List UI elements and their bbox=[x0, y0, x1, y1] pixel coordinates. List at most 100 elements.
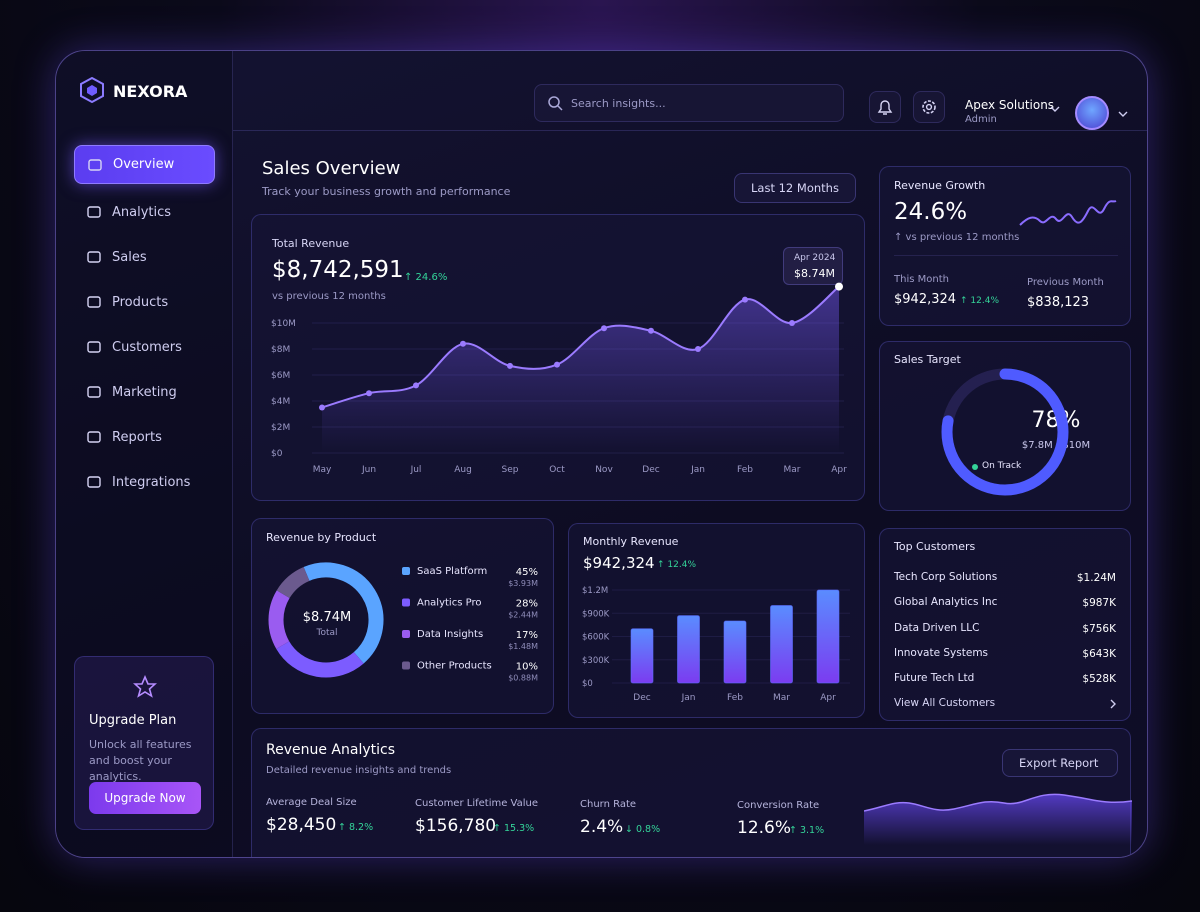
kpi-change: ↓ 0.8% bbox=[625, 824, 661, 835]
nav-icon bbox=[87, 476, 101, 488]
target-value: 78% bbox=[1031, 408, 1081, 433]
kpi-label: Customer Lifetime Value bbox=[415, 798, 539, 809]
pie-center-value: $8.74M bbox=[302, 610, 352, 625]
tooltip-label: Apr 2024 bbox=[794, 253, 836, 263]
user-chevron[interactable] bbox=[1048, 104, 1062, 114]
kpi-label: Average Deal Size bbox=[266, 797, 357, 808]
analytics-subtitle: Detailed revenue insights and trends bbox=[266, 765, 452, 776]
nav-item[interactable]: Marketing bbox=[74, 373, 215, 412]
kpi-label: Conversion Rate bbox=[737, 800, 820, 811]
nav-item[interactable]: Reports bbox=[74, 418, 215, 457]
upgrade-button[interactable]: Upgrade Now bbox=[89, 782, 201, 814]
nav-icon bbox=[87, 296, 101, 308]
product-card: Revenue by Product bbox=[251, 518, 554, 714]
nav-label: Reports bbox=[112, 430, 162, 445]
upgrade-title: Upgrade Plan bbox=[89, 713, 177, 728]
nav-label: Analytics bbox=[112, 205, 172, 220]
monthly-change: ↑ 12.4% bbox=[657, 560, 696, 570]
growth-comparison: ↑ vs previous 12 months bbox=[894, 232, 1020, 243]
notifications-button[interactable] bbox=[869, 91, 901, 123]
tooltip: Apr 2024 $8.74M bbox=[783, 247, 843, 285]
nav-icon bbox=[87, 341, 101, 353]
growth-title: Revenue Growth bbox=[894, 179, 986, 192]
pie-center-label: Total bbox=[316, 628, 338, 638]
avatar-chevron[interactable] bbox=[1116, 109, 1130, 119]
brand: NEXORA bbox=[113, 82, 188, 101]
analytics-wave bbox=[864, 793, 1132, 845]
target-title: Sales Target bbox=[894, 353, 961, 366]
avatar[interactable] bbox=[1075, 96, 1109, 130]
revenue-growth-card: Revenue Growth 24.6% ↑ vs previous 12 mo… bbox=[879, 166, 1131, 326]
total-revenue-change: ↑ 24.6% bbox=[404, 272, 448, 283]
monthly-title: Monthly Revenue bbox=[583, 535, 679, 548]
gear-icon bbox=[922, 100, 936, 114]
search-box[interactable]: Search insights... bbox=[534, 84, 844, 122]
total-revenue-value: $8,742,591 bbox=[272, 257, 404, 283]
app-window: NEXORA Overview Analytics Sales Products Cus… bbox=[55, 50, 1148, 858]
nav-item[interactable]: Overview bbox=[74, 145, 215, 184]
search-placeholder: Search insights... bbox=[571, 97, 666, 110]
analytics-title: Revenue Analytics bbox=[266, 742, 395, 758]
customers-card: Top Customers Tech Corp Solutions $1.24M G… bbox=[879, 528, 1131, 721]
kpi-value: 2.4% bbox=[580, 817, 624, 837]
customer-amount: $756K bbox=[1082, 622, 1116, 635]
star-icon bbox=[133, 675, 157, 698]
nav-icon bbox=[87, 251, 101, 263]
link-chevron[interactable] bbox=[1108, 698, 1118, 710]
nav-icon bbox=[87, 206, 101, 218]
header-divider bbox=[233, 130, 1147, 131]
upgrade-text: Unlock all features and boost your analy… bbox=[89, 738, 192, 783]
customer-amount: $528K bbox=[1082, 673, 1116, 686]
kpi-change: ↑ 3.1% bbox=[789, 825, 825, 836]
kpi-value: $156,780 bbox=[415, 816, 497, 836]
sidebar: NEXORA Overview Analytics Sales Products Cus… bbox=[56, 51, 233, 857]
this-month-change: ↑ 12.4% bbox=[960, 296, 999, 306]
nav-item[interactable]: Sales bbox=[74, 238, 215, 277]
total-revenue-label: Total Revenue bbox=[272, 237, 350, 250]
status-dot bbox=[972, 464, 978, 470]
nav-label: Customers bbox=[112, 340, 182, 355]
nav-item[interactable]: Analytics bbox=[74, 193, 215, 232]
kpi-label: Churn Rate bbox=[580, 799, 637, 810]
nav-item[interactable]: Integrations bbox=[74, 463, 215, 502]
customer-amount: $1.24M bbox=[1076, 572, 1116, 584]
nav-icon bbox=[88, 159, 102, 171]
upgrade-card: Upgrade Plan Unlock all features and boo… bbox=[74, 656, 214, 830]
target-detail: $7.8M / $10M bbox=[1021, 440, 1091, 451]
logo-icon bbox=[80, 77, 104, 103]
target-status: On Track bbox=[982, 461, 1022, 471]
page-subtitle: Track your business growth and performan… bbox=[262, 185, 511, 198]
user-role: Admin bbox=[965, 114, 997, 125]
kpi-change: ↑ 8.2% bbox=[338, 822, 374, 833]
growth-value: 24.6% bbox=[894, 199, 968, 225]
analytics-card: Revenue Analytics Detailed revenue insig… bbox=[251, 728, 1132, 857]
bell-icon bbox=[877, 100, 893, 115]
customers-link[interactable]: View All Customers bbox=[894, 697, 996, 709]
customer-name: Future Tech Ltd bbox=[894, 672, 975, 685]
total-revenue-comparison: vs previous 12 months bbox=[272, 291, 386, 302]
customer-name: Tech Corp Solutions bbox=[894, 571, 998, 583]
kpi-value: $28,450 bbox=[266, 815, 337, 835]
kpi-value: 12.6% bbox=[737, 818, 792, 838]
kpi-change: ↑ 15.3% bbox=[493, 823, 535, 834]
period-dropdown[interactable]: Last 12 Months bbox=[734, 173, 856, 203]
customer-amount: $987K bbox=[1082, 597, 1116, 610]
customer-name: Data Driven LLC bbox=[894, 621, 980, 634]
user-name: Apex Solutions bbox=[965, 98, 1055, 112]
nav-item[interactable]: Customers bbox=[74, 328, 215, 367]
nav-label: Products bbox=[112, 295, 169, 310]
export-label: Export Report bbox=[1019, 756, 1099, 770]
settings-button[interactable] bbox=[913, 91, 945, 123]
page-title: Sales Overview bbox=[262, 158, 401, 179]
previous-month-label: Previous Month bbox=[1027, 277, 1104, 288]
export-button[interactable]: Export Report bbox=[1002, 749, 1118, 777]
customers-title: Top Customers bbox=[894, 540, 976, 553]
monthly-value: $942,324 bbox=[583, 554, 655, 572]
nav-icon bbox=[87, 386, 101, 398]
search-icon bbox=[548, 96, 563, 111]
nav-icon bbox=[87, 431, 101, 443]
previous-month-value: $838,123 bbox=[1027, 295, 1090, 310]
nav-item[interactable]: Products bbox=[74, 283, 215, 322]
growth-sparkline bbox=[1019, 200, 1117, 226]
